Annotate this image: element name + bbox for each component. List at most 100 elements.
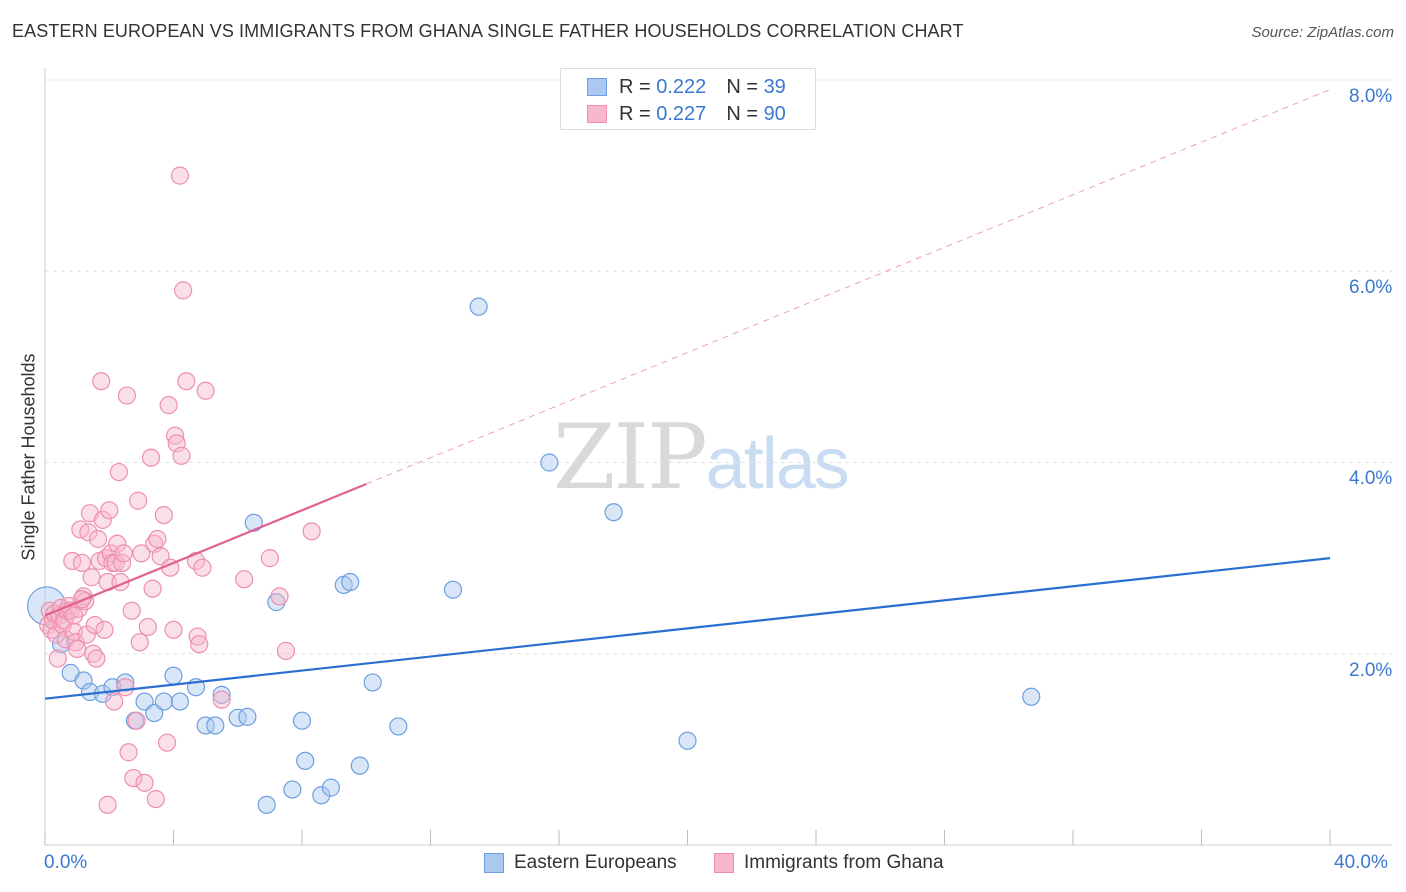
ghana-point <box>79 523 98 542</box>
watermark: ZIPatlas <box>553 405 850 510</box>
eastern-point <box>154 692 173 711</box>
ghana-point <box>146 789 165 809</box>
eastern-point <box>321 778 341 797</box>
ghana-trend-line <box>44 482 367 617</box>
eastern-point <box>540 453 559 472</box>
y-axis-label: Single Father Households <box>18 353 39 561</box>
ghana-point <box>116 678 135 697</box>
x-tick-label-min: 0.0% <box>44 852 88 873</box>
chart-title: EASTERN EUROPEAN VS IMMIGRANTS FROM GHAN… <box>12 21 964 41</box>
ghana-point <box>235 570 254 589</box>
eastern-point <box>283 780 302 799</box>
r-label: R = <box>619 75 651 98</box>
x-tick-label-max: 40.0% <box>1334 852 1388 873</box>
y-tick-label: 4.0% <box>1349 468 1393 489</box>
ghana-point <box>68 639 87 659</box>
ghana-point <box>138 617 157 637</box>
ghana-point <box>130 633 149 652</box>
ghana-point <box>64 606 84 625</box>
eastern-point <box>244 513 263 532</box>
ghana-point <box>260 549 279 568</box>
eastern-point <box>74 671 93 690</box>
ghana-point <box>85 615 104 635</box>
ghana-point <box>143 579 162 598</box>
ghana-point <box>172 446 191 465</box>
ghana-point <box>92 372 111 391</box>
eastern-point <box>296 751 315 770</box>
eastern-point <box>212 685 231 704</box>
eastern-point <box>678 731 697 750</box>
ghana-point <box>276 641 296 660</box>
eastern-point <box>257 795 276 814</box>
eastern-point <box>604 503 623 522</box>
eastern-point <box>469 297 488 316</box>
n-value: 90 <box>763 102 786 125</box>
eastern-point <box>1022 687 1041 706</box>
eastern-legend-label: Eastern Europeans <box>514 852 677 873</box>
eastern-point <box>238 707 257 726</box>
ghana-point <box>122 601 141 620</box>
source-label: Source: ZipAtlas.com <box>1251 24 1394 41</box>
ghana-point <box>193 558 212 577</box>
eastern-point <box>389 717 408 736</box>
ghana-point <box>127 711 146 730</box>
ghana-point <box>196 381 215 400</box>
eastern-point <box>363 673 382 692</box>
stats-legend-row-ghana: R = 0.227 N = 90 <box>587 102 786 126</box>
eastern-point <box>292 711 312 730</box>
eastern-point <box>350 756 369 775</box>
eastern-point <box>170 692 190 711</box>
ghana-point <box>148 529 167 549</box>
r-value: 0.227 <box>656 102 707 125</box>
ghana-point <box>302 522 321 541</box>
r-value: 0.222 <box>656 75 707 98</box>
eastern-point <box>267 593 286 612</box>
y-tick-label: 6.0% <box>1349 277 1393 298</box>
ghana-point <box>48 649 67 668</box>
eastern-point <box>228 708 247 727</box>
ghana-point <box>188 627 207 646</box>
eastern-legend-swatch <box>484 853 504 873</box>
ghana-legend-label: Immigrants from Ghana <box>744 852 944 873</box>
ghana-point <box>108 534 127 553</box>
stats-legend-row-eastern: R = 0.222 N = 39 <box>587 75 786 99</box>
ghana-point <box>82 568 101 587</box>
ghana-point <box>129 491 148 510</box>
eastern-point <box>443 580 463 599</box>
ghana-point <box>95 620 114 639</box>
eastern-trend-line <box>44 557 1331 700</box>
ghana-point <box>119 743 138 762</box>
ghana-point <box>186 551 206 571</box>
watermark-zip: ZIP <box>553 405 708 510</box>
ghana-point <box>104 692 124 711</box>
ghana-point <box>154 505 173 525</box>
n-label: N = <box>726 102 758 125</box>
eastern-point <box>206 716 225 735</box>
r-label: R = <box>619 102 651 125</box>
ghana-legend-swatch <box>714 853 734 873</box>
ghana-point <box>190 635 209 654</box>
ghana-point <box>166 426 185 445</box>
ghana-point <box>87 649 106 668</box>
series-legend-eastern[interactable]: Eastern Europeans <box>484 852 677 874</box>
n-label: N = <box>726 75 758 98</box>
ghana-point <box>164 620 183 639</box>
y-tick-label: 8.0% <box>1349 86 1393 107</box>
ghana-point <box>93 510 112 529</box>
ghana-point <box>124 768 143 788</box>
n-value: 39 <box>763 75 786 98</box>
ghana-point <box>157 733 177 752</box>
ghana-point <box>98 795 117 814</box>
y-tick-label: 2.0% <box>1349 660 1393 681</box>
eastern-point <box>164 666 183 685</box>
ghana-point <box>141 448 161 467</box>
series-legend-ghana[interactable]: Immigrants from Ghana <box>714 852 944 874</box>
ghana-point <box>47 625 66 644</box>
ghana-point <box>177 372 196 391</box>
ghana-point <box>170 166 190 185</box>
ghana-trend-line-extension <box>366 89 1331 485</box>
ghana-point <box>174 281 193 300</box>
ghana-point <box>72 553 92 573</box>
eastern-point <box>196 716 215 735</box>
